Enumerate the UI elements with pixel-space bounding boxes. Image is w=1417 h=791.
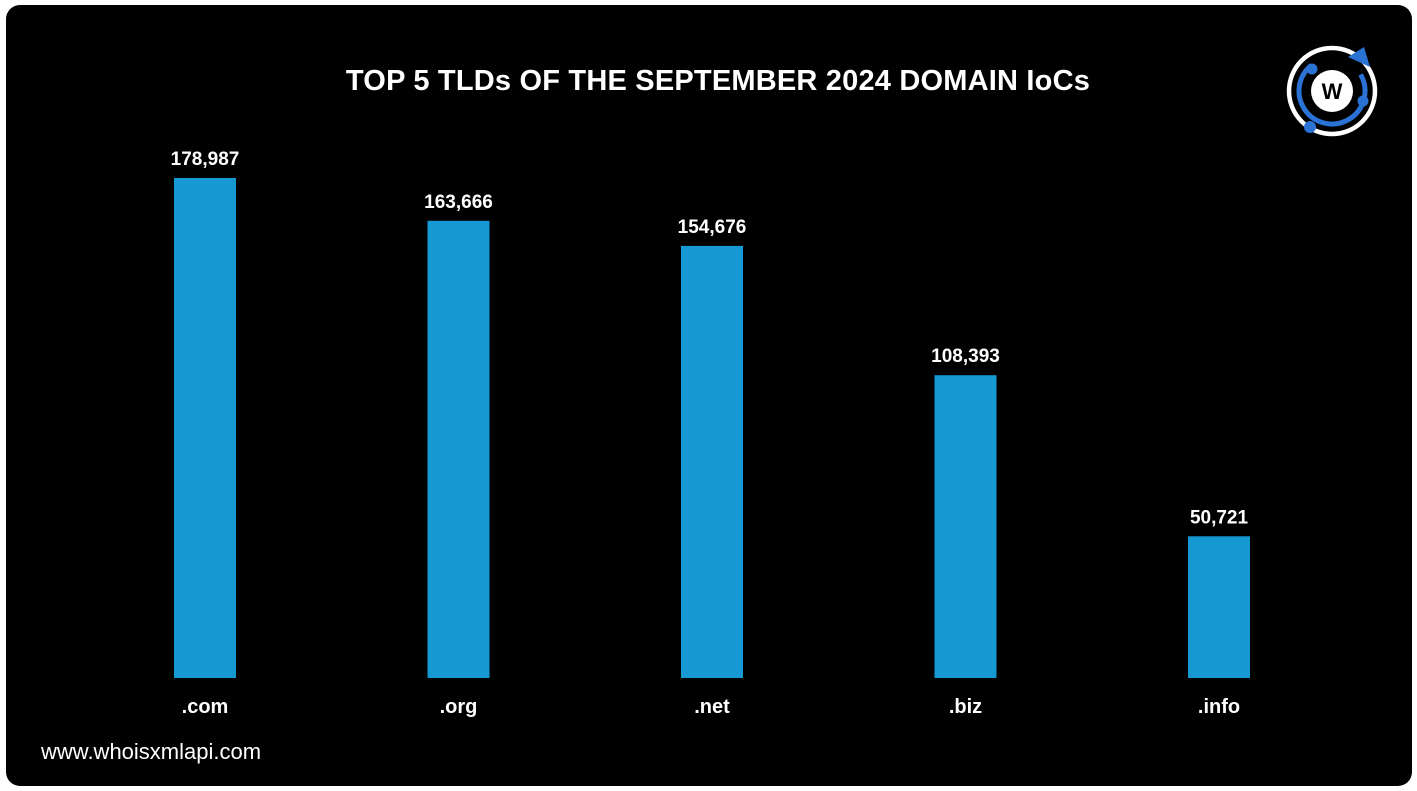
category-label: .info xyxy=(1198,696,1240,718)
data-label: 178,987 xyxy=(171,149,240,170)
category-label: .net xyxy=(694,696,730,718)
category-label: .com xyxy=(182,696,229,718)
bar-biz xyxy=(934,375,997,678)
data-label: 50,721 xyxy=(1190,507,1249,528)
category-label: .org xyxy=(440,696,478,718)
data-label: 154,676 xyxy=(678,217,747,238)
category-label: .biz xyxy=(949,696,982,718)
data-label: 163,666 xyxy=(424,192,493,213)
bar-info xyxy=(1188,536,1250,678)
chart-frame: TOP 5 TLDs OF THE SEPTEMBER 2024 DOMAIN … xyxy=(6,5,1412,786)
source-footer: www.whoisxmlapi.com xyxy=(41,739,262,764)
bar-chart: 178,987 .com 163,666 .org 154,676 .net 108,393… xyxy=(171,149,1250,718)
bar-com xyxy=(174,178,236,678)
logo-letter: W xyxy=(1322,79,1343,104)
whoisxmlapi-logo-icon: W xyxy=(1286,45,1378,137)
data-label: 108,393 xyxy=(931,346,1000,367)
bar-org xyxy=(427,220,490,678)
chart-title: TOP 5 TLDs OF THE SEPTEMBER 2024 DOMAIN … xyxy=(345,65,1091,97)
bar-net xyxy=(681,245,743,678)
